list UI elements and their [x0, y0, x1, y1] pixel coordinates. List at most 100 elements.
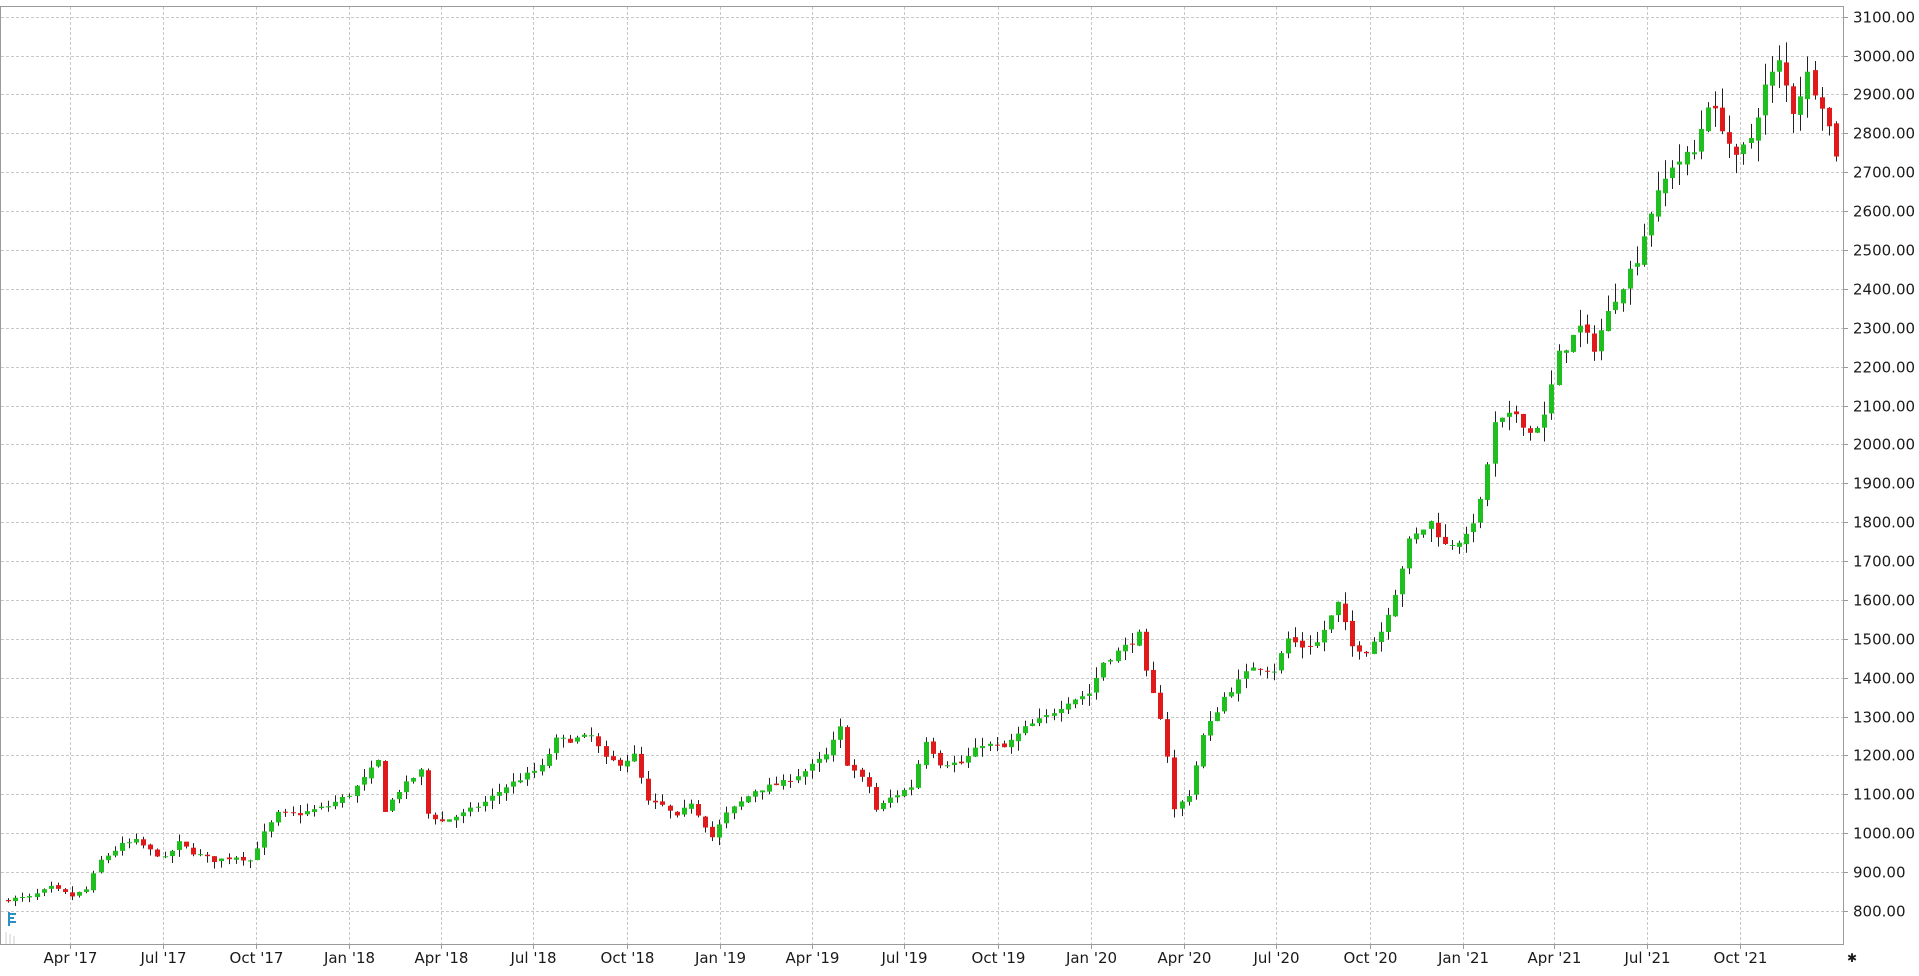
candle[interactable] — [461, 808, 466, 824]
candle[interactable] — [1030, 719, 1035, 727]
candle[interactable] — [945, 761, 950, 769]
candle[interactable] — [1706, 102, 1711, 133]
candle[interactable] — [1208, 711, 1213, 741]
candle[interactable] — [1656, 171, 1661, 222]
candle[interactable] — [1158, 685, 1163, 720]
candle[interactable] — [113, 846, 118, 858]
candle[interactable] — [1009, 733, 1014, 754]
candle[interactable] — [1564, 349, 1569, 363]
candle[interactable] — [1791, 83, 1796, 133]
candle[interactable] — [1429, 520, 1434, 543]
candle[interactable] — [1685, 146, 1690, 176]
candle[interactable] — [1052, 708, 1057, 721]
candle[interactable] — [1016, 726, 1021, 751]
time-axis[interactable]: Apr '17 Jul '17 Oct '17 Jan '18 Apr '18 Jul '… — [44, 944, 1768, 967]
candle[interactable] — [383, 760, 388, 813]
candle[interactable] — [184, 841, 189, 849]
candle[interactable] — [1670, 160, 1675, 189]
candle[interactable] — [1549, 370, 1554, 420]
candle[interactable] — [362, 768, 367, 791]
candle[interactable] — [1108, 658, 1113, 665]
candle[interactable] — [1578, 309, 1583, 348]
candle[interactable] — [1144, 628, 1149, 677]
candle[interactable] — [710, 821, 715, 842]
candle[interactable] — [1493, 411, 1498, 477]
candle[interactable] — [483, 796, 488, 812]
candle[interactable] — [916, 760, 921, 789]
candle[interactable] — [1770, 56, 1775, 103]
candle[interactable] — [276, 809, 281, 826]
candle[interactable] — [326, 800, 331, 812]
candle[interactable] — [959, 755, 964, 765]
candle[interactable] — [746, 795, 751, 803]
candle[interactable] — [1485, 462, 1490, 507]
candle[interactable] — [504, 784, 509, 801]
candle[interactable] — [639, 746, 644, 784]
candle[interactable] — [1066, 697, 1071, 714]
candle[interactable] — [347, 793, 352, 799]
candle[interactable] — [205, 852, 210, 863]
candle[interactable] — [1336, 601, 1341, 622]
candle[interactable] — [1137, 629, 1142, 647]
candle[interactable] — [1642, 223, 1647, 267]
candle[interactable] — [767, 777, 772, 795]
candle[interactable] — [604, 740, 609, 764]
candle[interactable] — [1471, 513, 1476, 543]
candle[interactable] — [148, 843, 153, 856]
candle[interactable] — [625, 754, 630, 773]
candle[interactable] — [803, 768, 808, 785]
candle[interactable] — [1478, 496, 1483, 529]
candle[interactable] — [248, 859, 253, 869]
candle[interactable] — [1827, 107, 1832, 136]
candle[interactable] — [952, 755, 957, 773]
candle[interactable] — [6, 898, 11, 903]
candle[interactable] — [355, 785, 360, 803]
candle[interactable] — [305, 803, 310, 816]
candle[interactable] — [931, 737, 936, 759]
candle[interactable] — [1400, 566, 1405, 607]
candle[interactable] — [177, 834, 182, 857]
candle[interactable] — [838, 718, 843, 749]
candle[interactable] — [1236, 669, 1241, 702]
candle[interactable] — [1080, 690, 1085, 705]
candle[interactable] — [1649, 212, 1654, 247]
candle[interactable] — [1044, 709, 1049, 724]
candle[interactable] — [1507, 400, 1512, 431]
price-axis[interactable]: 800.00 900.00 1000.00 1100.00 1200.00 1300.00… — [1843, 9, 1915, 921]
candle[interactable] — [447, 819, 452, 822]
candle[interactable] — [1229, 687, 1234, 698]
candle[interactable] — [1571, 334, 1576, 353]
candle[interactable] — [319, 802, 324, 810]
candle[interactable] — [1834, 121, 1839, 162]
candle[interactable] — [1621, 288, 1626, 312]
candle[interactable] — [1130, 633, 1135, 654]
candle[interactable] — [739, 796, 744, 810]
candle[interactable] — [1699, 110, 1704, 160]
candle[interactable] — [497, 783, 502, 805]
candle[interactable] — [646, 771, 651, 805]
candle[interactable] — [1535, 426, 1540, 434]
candle[interactable] — [1059, 700, 1064, 722]
candle[interactable] — [1727, 115, 1732, 158]
candle[interactable] — [1443, 524, 1448, 545]
candle[interactable] — [155, 848, 160, 858]
candle[interactable] — [1585, 314, 1590, 344]
candle[interactable] — [1322, 620, 1327, 652]
candle[interactable] — [938, 750, 943, 769]
candle[interactable] — [824, 747, 829, 763]
candle[interactable] — [77, 891, 82, 898]
candle[interactable] — [1763, 63, 1768, 135]
candle[interactable] — [1244, 663, 1249, 689]
candle[interactable] — [1258, 668, 1263, 676]
candle[interactable] — [1315, 631, 1320, 649]
candle[interactable] — [881, 800, 886, 812]
candle[interactable] — [796, 768, 801, 784]
candle[interactable] — [1350, 610, 1355, 657]
candle[interactable] — [618, 757, 623, 772]
candle[interactable] — [760, 790, 765, 800]
candle[interactable] — [1820, 86, 1825, 131]
candle[interactable] — [1343, 592, 1348, 631]
candle[interactable] — [774, 776, 779, 786]
candle[interactable] — [988, 741, 993, 752]
candle[interactable] — [1329, 615, 1334, 634]
